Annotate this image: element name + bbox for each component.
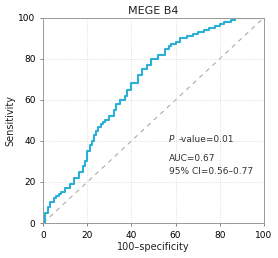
Title: MEGE B4: MEGE B4: [128, 6, 179, 15]
Text: -value=0.01: -value=0.01: [179, 135, 234, 144]
Y-axis label: Sensitivity: Sensitivity: [6, 95, 16, 146]
Text: P: P: [169, 135, 174, 144]
Text: AUC=0.67
95% CI=0.56–0.77: AUC=0.67 95% CI=0.56–0.77: [169, 154, 253, 176]
X-axis label: 100–specificity: 100–specificity: [117, 243, 190, 252]
